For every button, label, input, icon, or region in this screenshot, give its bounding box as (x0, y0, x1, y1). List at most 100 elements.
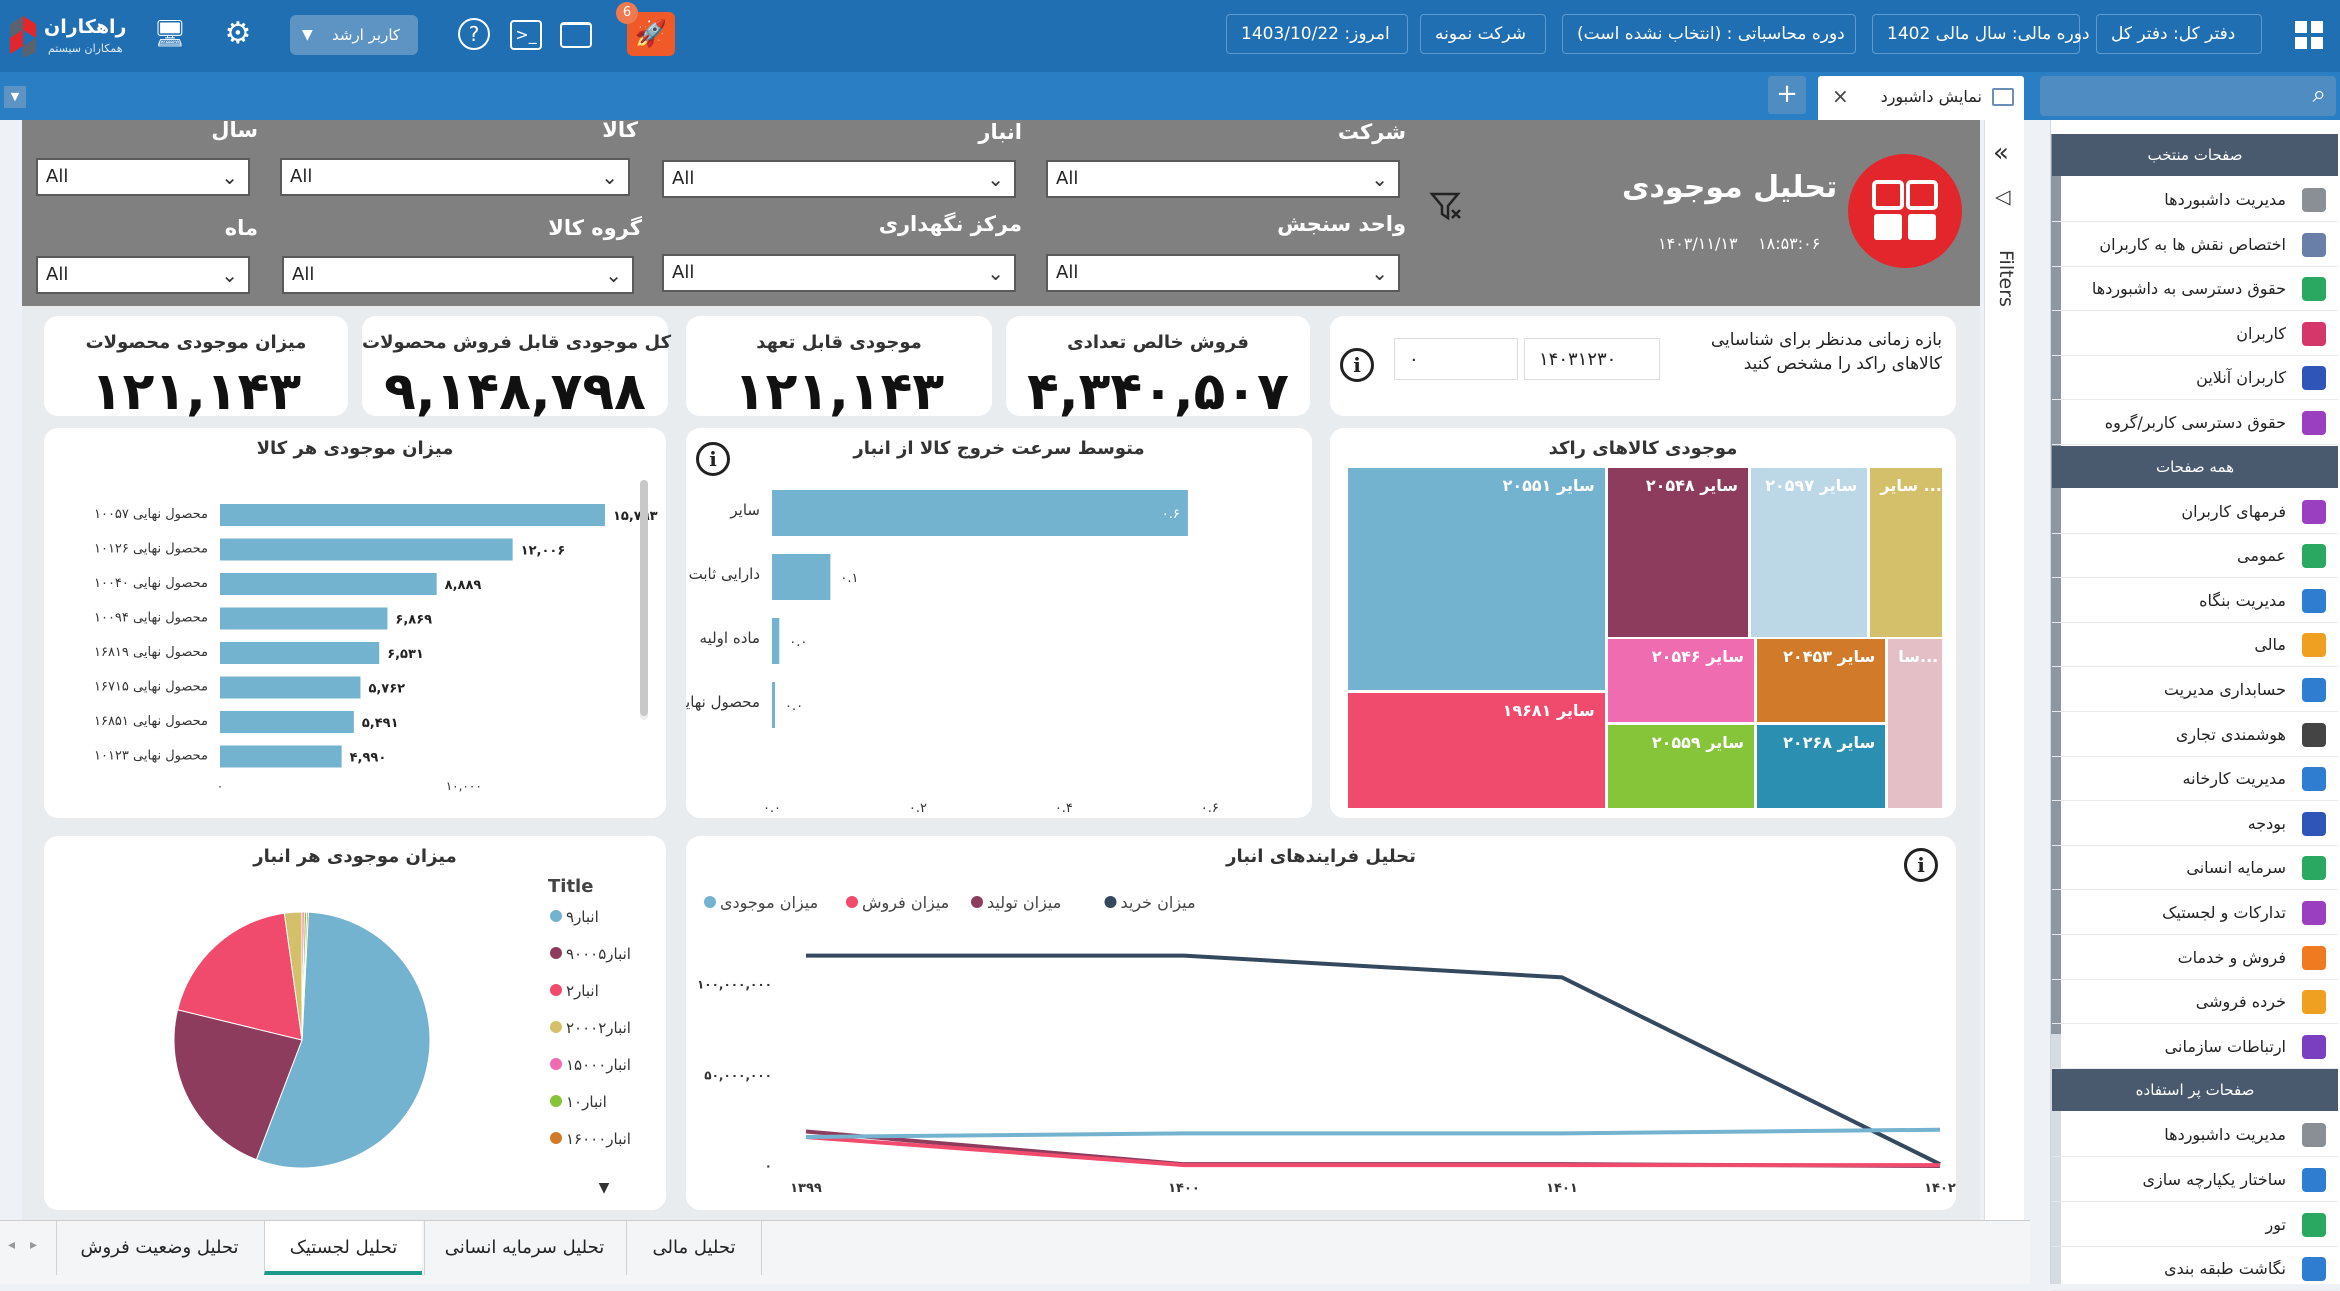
sidebar-item[interactable]: سرمایه انسانی (2052, 846, 2338, 891)
inbox-icon[interactable] (554, 14, 598, 58)
filter-month-select[interactable]: All ⌄ (36, 256, 250, 294)
sidebar-search-input[interactable]: ⌕ (2040, 76, 2336, 116)
filters-label[interactable]: Filters (1995, 250, 2017, 307)
scrollbar-thumb[interactable] (640, 480, 648, 716)
collapse-toggle[interactable]: ▼ (4, 86, 26, 108)
apps-grid-icon[interactable] (2294, 20, 2324, 50)
bar[interactable] (220, 676, 361, 699)
sidebar-scrollbar-thumb[interactable] (2051, 134, 2061, 1034)
legend-title: Title (548, 876, 593, 897)
notification-rocket-button[interactable]: 🚀 (627, 12, 675, 56)
pie-slice[interactable] (255, 911, 431, 1169)
filter-item-select[interactable]: All ⌄ (280, 158, 630, 196)
treemap-tile[interactable]: سایر ۲۰۴۵۳ (1756, 639, 1886, 723)
sidebar-item[interactable]: ساختار یکپارچه سازی (2052, 1158, 2338, 1202)
bar[interactable] (220, 504, 605, 526)
info-icon[interactable]: i (696, 442, 730, 476)
pie-slice[interactable] (177, 912, 303, 1041)
add-tab-button[interactable]: + (1768, 76, 1806, 114)
period-from-input[interactable]: ۱۴۰۳۱۲۳۰ (1524, 338, 1660, 380)
series-line[interactable] (805, 1134, 1940, 1168)
sidebar-item[interactable]: حسابداری مدیریت (2052, 668, 2338, 712)
tab-logistics-analysis[interactable]: تحلیل لجستیک (264, 1221, 422, 1275)
sidebar-item[interactable]: فرمهای کاربران (2052, 490, 2338, 534)
filter-unit-select[interactable]: All ⌄ (1046, 254, 1400, 292)
sidebar-item[interactable]: مدیریت بنگاه (2052, 579, 2338, 623)
filter-storage-center-select[interactable]: All ⌄ (662, 254, 1016, 292)
warehouse-process-line-chart: میزان موجودی میزان فروش میزان تولید میزان خ… (697, 893, 1956, 1196)
collapse-filters-icon[interactable]: « (1993, 138, 2009, 168)
sidebar-item[interactable]: خرده فروشی (2052, 980, 2338, 1025)
bar[interactable] (220, 573, 437, 595)
search-icon[interactable]: ⌕ (2312, 80, 2326, 108)
filter-company-select[interactable]: All ⌄ (1046, 160, 1400, 198)
bar[interactable] (772, 682, 775, 728)
bar[interactable] (220, 642, 380, 664)
sidebar-item[interactable]: هوشمندی تجاری (2052, 713, 2338, 757)
period-to-input[interactable]: ۰ (1394, 338, 1518, 380)
pie-slice[interactable] (301, 911, 309, 1041)
sidebar-item[interactable]: نگاشت طبقه بندی (2052, 1247, 2338, 1291)
scroll-left-icon[interactable]: ◂ (8, 1237, 16, 1253)
sidebar-item[interactable]: عمومی (2052, 534, 2338, 579)
sidebar-item[interactable]: مدیریت کارخانه (2052, 757, 2338, 802)
monitor-edit-icon[interactable]: 🖥 (153, 19, 187, 49)
series-line[interactable] (805, 1127, 1941, 1139)
sidebar-item[interactable]: حقوق دسترسی کاربر/گروه (2052, 401, 2338, 445)
gear-icon[interactable]: ⚙ (224, 16, 252, 51)
user-role-dropdown[interactable]: ▼ کاربر ارشد (290, 15, 418, 55)
sidebar-item[interactable]: فروش و خدمات (2052, 936, 2338, 980)
series-line[interactable] (806, 953, 1941, 1166)
treemap-tile[interactable]: سایر ۲۰۲۶۸ (1756, 725, 1886, 808)
ledger-selector[interactable]: دفتر کل: دفتر کل (2096, 14, 2262, 54)
sidebar-item[interactable]: مدیریت داشبوردها (2052, 178, 2338, 222)
tab-hr-analysis[interactable]: تحلیل سرمایه انسانی (424, 1221, 624, 1275)
bar[interactable] (772, 618, 780, 664)
sidebar-item[interactable]: ارتباطات سازمانی (2052, 1025, 2338, 1069)
treemap-tile[interactable]: سا... (1888, 639, 1942, 808)
clear-filters-icon[interactable] (1426, 186, 1466, 226)
sidebar-item[interactable]: مدیریت داشبوردها (2052, 1113, 2338, 1158)
accounting-period-selector[interactable]: دوره محاسباتی : (انتخاب نشده است) (1562, 14, 1856, 54)
bar[interactable] (220, 711, 354, 733)
close-tab-icon[interactable]: × (1832, 84, 1849, 108)
sidebar-scrollbar[interactable] (2051, 134, 2061, 1284)
pie-slice[interactable] (173, 1009, 303, 1161)
sidebar-item[interactable]: مالی (2052, 623, 2338, 668)
treemap-tile[interactable]: سایر ۲۰۵۵۱ (1348, 468, 1605, 690)
treemap-tile[interactable]: سایر ۲۰۵۵۹ (1607, 725, 1754, 808)
treemap-tile[interactable]: سایر ۲۰۵۹۷ (1750, 468, 1868, 637)
company-selector[interactable]: شرکت نمونه (1420, 14, 1546, 54)
sidebar-item[interactable]: حقوق دسترسی به داشبوردها (2052, 267, 2338, 312)
sidebar-item[interactable]: کاربران آنلاین (2052, 356, 2338, 401)
treemap-tile[interactable]: سایر ۲۰۵۴۸ (1607, 468, 1748, 637)
tab-financial-analysis[interactable]: تحلیل مالی (626, 1221, 762, 1275)
bar[interactable] (772, 490, 1188, 536)
sidebar-item[interactable]: بودجه (2052, 802, 2338, 846)
tab-sales-analysis[interactable]: تحلیل وضعیت فروش (56, 1221, 262, 1275)
treemap-tile[interactable]: سایر ۲۰۵۴۶ (1607, 639, 1754, 723)
bar[interactable] (772, 554, 831, 600)
terminal-icon[interactable]: >_ (504, 14, 548, 58)
filter-item-group-select[interactable]: All ⌄ (282, 256, 634, 294)
bar[interactable] (220, 538, 513, 561)
chevron-down-icon: ▼ (302, 27, 313, 43)
sidebar-item[interactable]: تدارکات و لجستیک (2052, 891, 2338, 935)
chart-scrollbar[interactable] (640, 480, 648, 720)
filter-year-select[interactable]: All ⌄ (36, 158, 250, 196)
scroll-right-icon[interactable]: ▸ (30, 1237, 38, 1253)
sidebar-item[interactable]: اختصاص نقش ها به کاربران (2052, 223, 2338, 267)
info-icon[interactable]: i (1340, 348, 1374, 382)
filter-warehouse-select[interactable]: All ⌄ (662, 160, 1016, 198)
help-icon[interactable]: ? (452, 14, 496, 58)
bar[interactable] (220, 745, 342, 768)
tab-dashboard[interactable]: × نمایش داشبورد (1818, 76, 2024, 120)
bar[interactable] (220, 607, 388, 630)
info-icon[interactable]: i (1904, 848, 1938, 882)
sidebar-item[interactable]: تور (2052, 1203, 2338, 1247)
fiscal-period-selector[interactable]: دوره مالی: سال مالی 1402 (1872, 14, 2090, 54)
sidebar-item[interactable]: کاربران (2052, 312, 2338, 356)
axis-tick-label: ۰.۰ (763, 801, 781, 816)
treemap-tile[interactable]: سایر ... (1870, 468, 1942, 637)
treemap-tile[interactable]: سایر ۱۹۶۸۱ (1348, 692, 1605, 808)
